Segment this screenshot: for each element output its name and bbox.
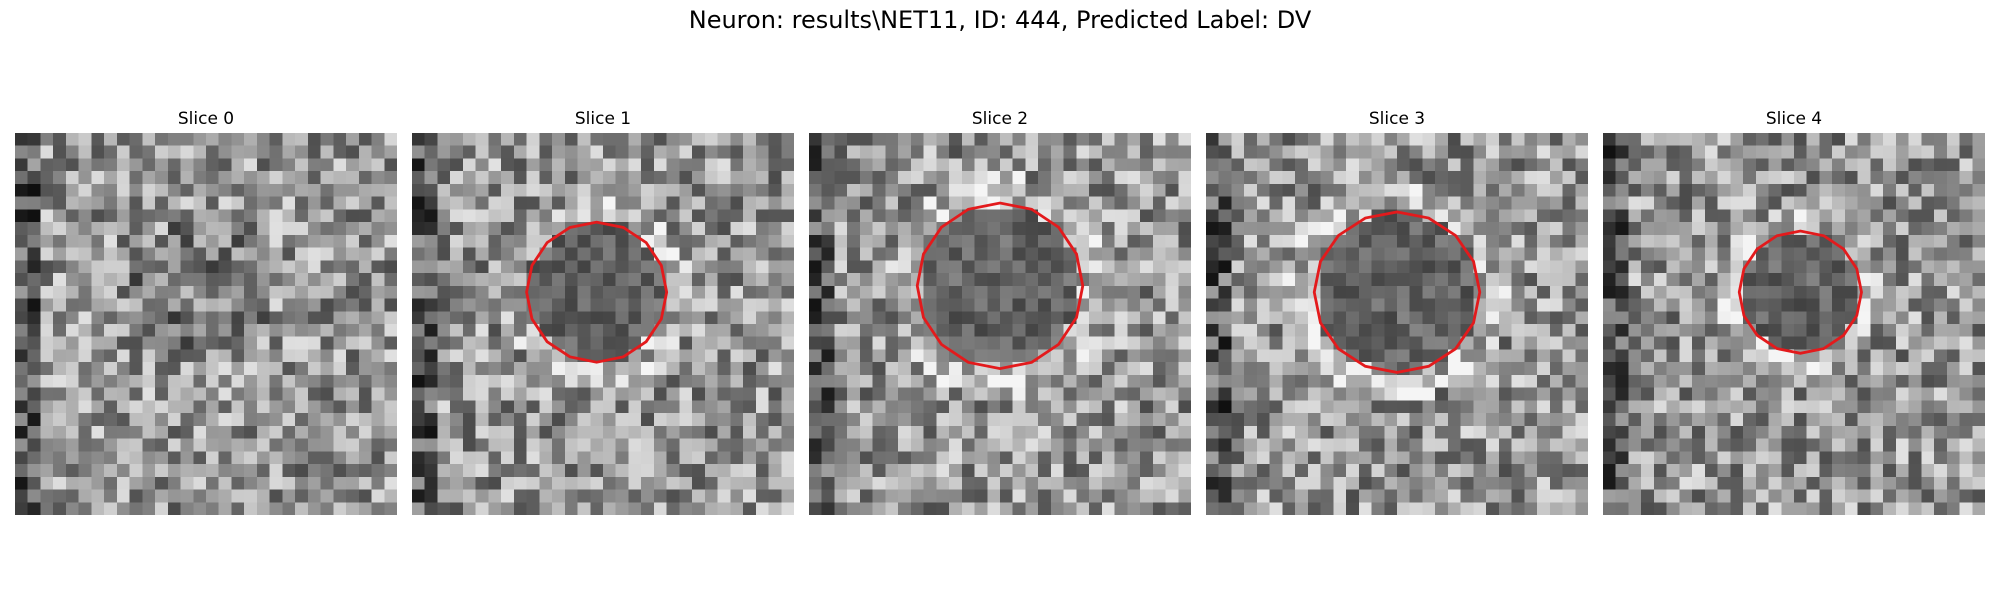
slice-panel-0: Slice 0 xyxy=(15,108,397,515)
contour-outline xyxy=(1737,229,1863,355)
slice-image xyxy=(809,133,1191,515)
slice-image xyxy=(1206,133,1588,515)
slice-image xyxy=(15,133,397,515)
slice-panel-2: Slice 2 xyxy=(809,108,1191,515)
slice-panel-4: Slice 4 xyxy=(1603,108,1985,515)
contour-outline xyxy=(525,220,669,364)
slice-title: Slice 2 xyxy=(971,109,1029,129)
contour-outline xyxy=(915,201,1085,370)
slice-image xyxy=(1603,133,1985,515)
slice-title: Slice 0 xyxy=(177,109,235,129)
contour-outline xyxy=(1312,210,1482,374)
slice-image xyxy=(412,133,794,515)
slice-panel-3: Slice 3 xyxy=(1206,108,1588,515)
slice-title: Slice 4 xyxy=(1765,109,1823,129)
slice-panel-1: Slice 1 xyxy=(412,108,794,515)
slice-title: Slice 1 xyxy=(574,109,632,129)
figure-title: Neuron: results\NET11, ID: 444, Predicte… xyxy=(688,6,1312,34)
slice-title: Slice 3 xyxy=(1368,109,1426,129)
